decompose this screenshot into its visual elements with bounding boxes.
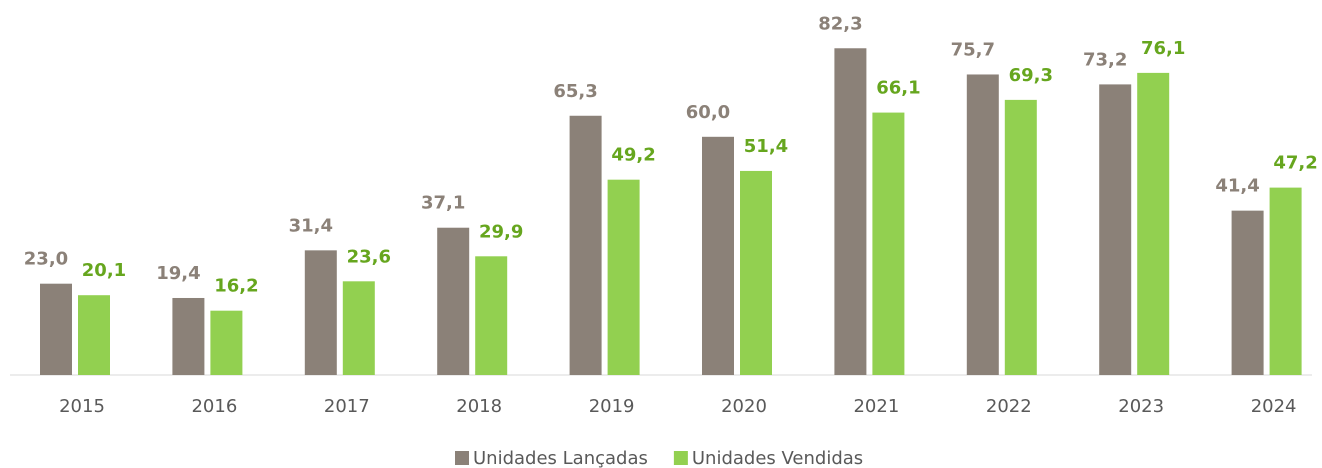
x-tick-label: 2019 [589,396,635,417]
data-label: 20,1 [82,260,126,281]
x-tick-label: 2021 [853,396,899,417]
x-tick-label: 2017 [324,396,370,417]
bar [172,297,205,375]
bar [966,74,999,375]
data-label: 76,1 [1141,38,1185,59]
data-label: 37,1 [421,193,465,214]
bar [210,310,243,375]
bar [1269,187,1302,375]
data-label: 66,1 [876,78,920,99]
data-label: 65,3 [553,81,597,102]
data-label: 47,2 [1273,153,1317,174]
data-label: 51,4 [744,136,788,157]
bar [1137,72,1170,376]
data-label: 82,3 [818,13,862,34]
data-label: 23,6 [347,246,391,267]
x-tick-label: 2015 [59,396,105,417]
bar [1004,99,1037,375]
data-label: 60,0 [686,102,730,123]
bar [569,115,602,375]
x-tick-label: 2020 [721,396,767,417]
bar [437,227,470,375]
data-label: 23,0 [24,249,68,270]
legend-swatch [673,451,688,465]
data-label: 19,4 [156,263,200,284]
bar [78,295,110,375]
x-tick-label: 2018 [456,396,502,417]
data-label: 31,4 [289,215,333,236]
x-tick-label: 2022 [986,396,1032,417]
bar [304,250,337,375]
data-label: 29,9 [479,221,523,242]
data-label: 16,2 [214,276,258,297]
data-label: 73,2 [1083,49,1127,70]
bar [1231,210,1264,375]
bar [834,48,867,375]
x-tick-label: 2024 [1251,396,1297,417]
data-label: 69,3 [1009,65,1053,86]
bar [702,136,734,375]
bar [872,112,905,375]
legend-label: Unidades Lançadas [473,448,648,468]
data-label: 49,2 [611,145,655,166]
legend-swatch [455,451,469,465]
bar [740,170,772,375]
x-tick-label: 2023 [1118,396,1164,417]
bar [1099,84,1132,375]
x-tick-label: 2016 [191,396,237,417]
bar [342,281,375,375]
legend-label: Unidades Vendidas [692,448,863,468]
bar [40,283,72,375]
bar [607,179,640,375]
bar [475,256,508,375]
data-label: 75,7 [951,39,995,60]
data-label: 41,4 [1215,176,1259,197]
